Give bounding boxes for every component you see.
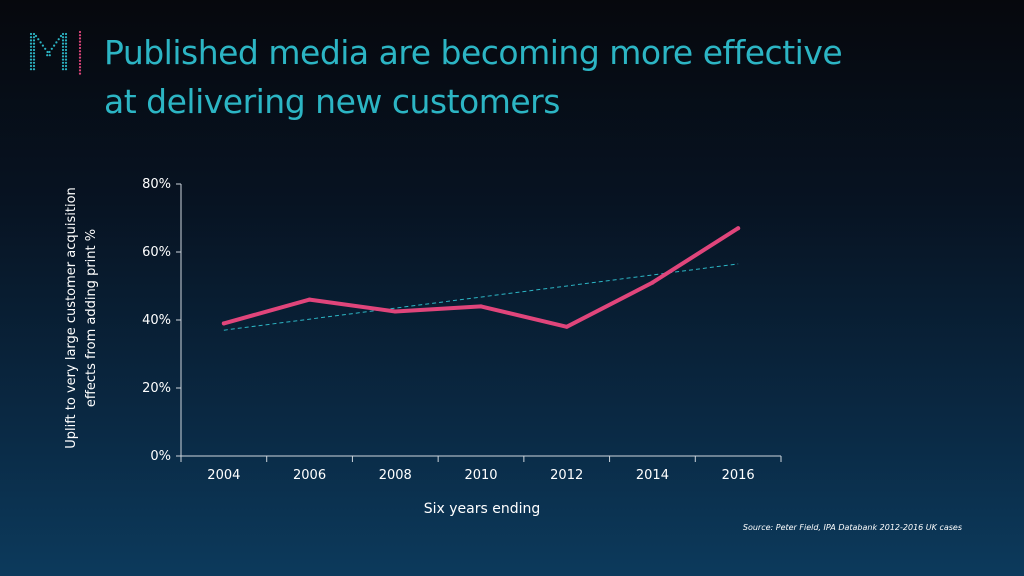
- brand-logo: [29, 30, 82, 75]
- y-tick-label: 60%: [142, 245, 171, 260]
- y-tick-label: 80%: [142, 177, 171, 192]
- x-axis-label: Six years ending: [423, 501, 541, 517]
- x-tick-label: 2010: [464, 468, 497, 483]
- y-tick-label: 0%: [150, 449, 171, 464]
- title-line-1: Published media are becoming more effect…: [104, 33, 843, 72]
- source-note: Source: Peter Field, IPA Databank 2012-2…: [742, 523, 962, 532]
- data-point: [307, 297, 312, 302]
- x-tick-label: 2014: [636, 468, 669, 483]
- x-tick-label: 2012: [550, 468, 583, 483]
- x-tick-label: 2016: [722, 468, 755, 483]
- series-line: [221, 226, 741, 329]
- x-tick-label: 2004: [207, 468, 240, 483]
- data-point: [564, 324, 569, 329]
- y-tick-label: 40%: [142, 313, 171, 328]
- data-point: [736, 226, 741, 231]
- x-tick-label: 2008: [379, 468, 412, 483]
- trendline: [223, 263, 739, 331]
- data-point: [393, 309, 398, 314]
- title-line-2: at delivering new customers: [104, 82, 560, 121]
- page-title: Published media are becoming more effect…: [104, 28, 843, 126]
- y-tick-label: 20%: [142, 381, 171, 396]
- data-point: [479, 304, 483, 309]
- data-point: [650, 280, 655, 285]
- data-point: [221, 321, 226, 326]
- x-tick-label: 2006: [293, 468, 326, 483]
